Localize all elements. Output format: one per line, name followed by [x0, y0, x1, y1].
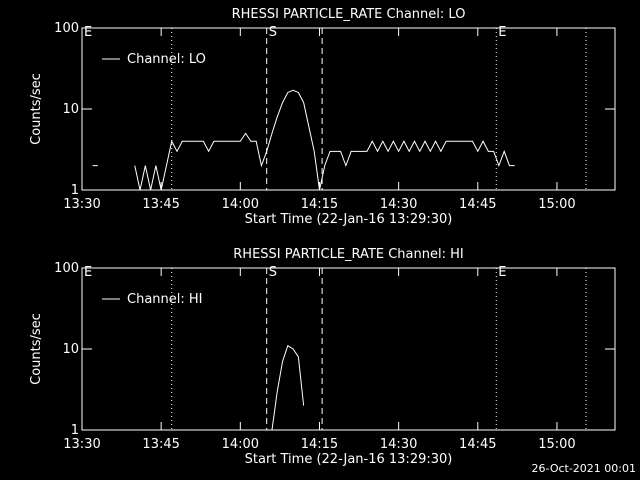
chart: RHESSI PARTICLE_RATE Channel: LO 13:30 13:…: [29, 7, 616, 227]
x-tick-label: 14:15: [301, 197, 338, 212]
marker-label: E: [498, 25, 506, 40]
y-tick-label: 100: [54, 21, 79, 36]
x-tick-label: 14:45: [459, 437, 496, 452]
y-tick-label: 100: [54, 261, 79, 276]
x-axis-label: Start Time (22-Jan-16 13:29:30): [245, 452, 453, 467]
footer: 26-Oct-2021 00:01: [532, 462, 636, 475]
x-tick-label: 14:30: [380, 437, 417, 452]
x-tick-label: 13:30: [63, 437, 100, 452]
x-tick-label: 14:00: [222, 197, 259, 212]
x-tick-label: 14:30: [380, 197, 417, 212]
x-tick-label: 15:00: [538, 197, 575, 212]
marker-label: E: [498, 265, 506, 280]
x-tick-label: 15:00: [538, 437, 575, 452]
marker-label: S: [269, 25, 277, 40]
y-axis-label: Counts/sec: [29, 313, 44, 385]
x-tick-label: 13:45: [142, 437, 179, 452]
chart-title: RHESSI PARTICLE_RATE Channel: LO: [232, 7, 466, 22]
chart-title: RHESSI PARTICLE_RATE Channel: HI: [233, 247, 463, 262]
x-tick-label: 13:45: [142, 197, 179, 212]
x-axis-label: Start Time (22-Jan-16 13:29:30): [245, 212, 453, 227]
legend-label: Channel: LO: [127, 52, 206, 67]
marker-label: E: [84, 265, 92, 280]
y-tick-label: 10: [62, 102, 79, 117]
data-line: [271, 344, 305, 431]
y-tick-label: 1: [71, 183, 79, 198]
x-tick-label: 14:00: [222, 437, 259, 452]
y-tick-label: 1: [71, 423, 79, 438]
x-tick-label: 14:15: [301, 437, 338, 452]
chart: RHESSI PARTICLE_RATE Channel: HI 13:30 13:…: [29, 247, 616, 467]
marker-label: S: [269, 265, 277, 280]
x-tick-label: 13:30: [63, 197, 100, 212]
y-axis-label: Counts/sec: [29, 73, 44, 145]
legend-label: Channel: HI: [127, 292, 203, 307]
marker-label: E: [84, 25, 92, 40]
x-tick-label: 14:45: [459, 197, 496, 212]
y-tick-label: 10: [62, 342, 79, 357]
